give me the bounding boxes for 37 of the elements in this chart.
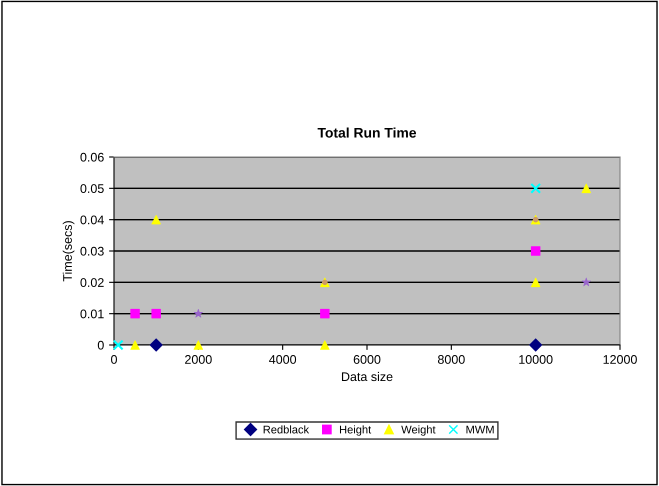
x-tick-label: 0 bbox=[111, 355, 117, 364]
x-tick-label: 8000 bbox=[438, 355, 465, 364]
y-axis-title: Time(secs) bbox=[62, 221, 74, 282]
y-tick-label: 0.05 bbox=[80, 184, 104, 193]
legend-label: Height bbox=[340, 425, 372, 436]
point bbox=[582, 184, 592, 194]
point bbox=[194, 308, 203, 318]
point bbox=[130, 308, 140, 318]
y-tick-label: 0 bbox=[98, 340, 104, 350]
x-tick-label: 10000 bbox=[519, 355, 553, 364]
point bbox=[150, 338, 163, 352]
x-tick-label: 2000 bbox=[185, 355, 212, 364]
legend-label: Redblack bbox=[264, 425, 310, 434]
y-tick-label: 0.03 bbox=[80, 246, 104, 256]
point bbox=[194, 340, 204, 350]
x-tick-label: 6000 bbox=[354, 355, 380, 364]
y-tick-label: 0.02 bbox=[80, 278, 104, 287]
point bbox=[582, 278, 591, 286]
point bbox=[151, 214, 161, 224]
x-tick-label: 4000 bbox=[269, 355, 296, 364]
point bbox=[530, 182, 542, 194]
point bbox=[151, 308, 161, 318]
legend-label: MWM bbox=[466, 426, 494, 434]
point bbox=[320, 308, 330, 318]
x-tick-label: 12000 bbox=[604, 355, 637, 364]
point bbox=[530, 278, 540, 288]
point bbox=[529, 338, 542, 352]
point bbox=[320, 340, 330, 350]
x-axis-title: Data size bbox=[342, 372, 392, 382]
point bbox=[130, 340, 140, 350]
legend-label: Weight bbox=[401, 425, 436, 436]
y-tick-label: 0.06 bbox=[80, 152, 104, 162]
chart-title: Total Run Time bbox=[318, 127, 416, 138]
point bbox=[112, 340, 124, 350]
y-tick-label: 0.04 bbox=[80, 215, 104, 224]
y-tick-label: 0.01 bbox=[80, 309, 104, 318]
point bbox=[530, 246, 540, 256]
